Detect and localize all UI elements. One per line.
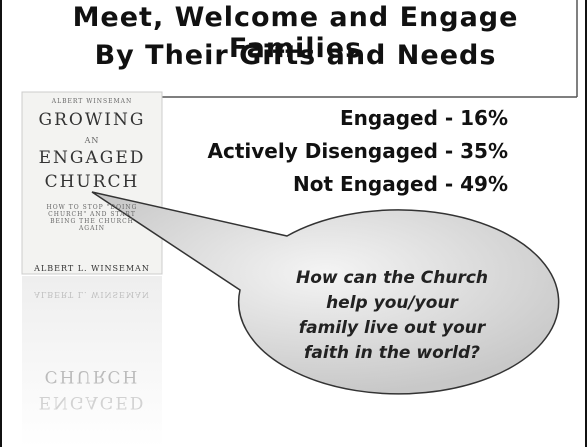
bubble-text: How can the Church help you/your family … xyxy=(272,266,512,366)
book-title-reflection: ENGAGED xyxy=(22,392,162,412)
book-title: ENGAGED xyxy=(22,148,162,168)
book-author-top: ALBERT WINSEMAN xyxy=(22,98,162,105)
book-title: CHURCH xyxy=(22,172,162,192)
book-author: ALBERT L. WINSEMAN xyxy=(22,264,162,273)
bubble-line: help you/your xyxy=(272,291,512,316)
slide: Meet, Welcome and Engage Families By The… xyxy=(0,0,587,447)
bubble-line: family live out your xyxy=(272,316,512,341)
book-reflection xyxy=(22,276,162,447)
book-title: GROWING xyxy=(22,110,162,130)
book-author-reflection: ALBERT L. WINSEMAN xyxy=(22,290,162,299)
bubble-line: How can the Church xyxy=(272,266,512,291)
book-subtitle: HOW TO STOP "DOING CHURCH" AND START BEI… xyxy=(37,204,147,232)
book-title: AN xyxy=(22,136,162,145)
stat: Not Engaged - 49% xyxy=(293,172,508,196)
book-title-reflection: CHURCH xyxy=(22,366,162,386)
title: By Their Gifts and Needs xyxy=(2,40,587,71)
stat: Actively Disengaged - 35% xyxy=(208,139,508,163)
bubble-line: faith in the world? xyxy=(272,341,512,366)
stat: Engaged - 16% xyxy=(340,106,508,130)
